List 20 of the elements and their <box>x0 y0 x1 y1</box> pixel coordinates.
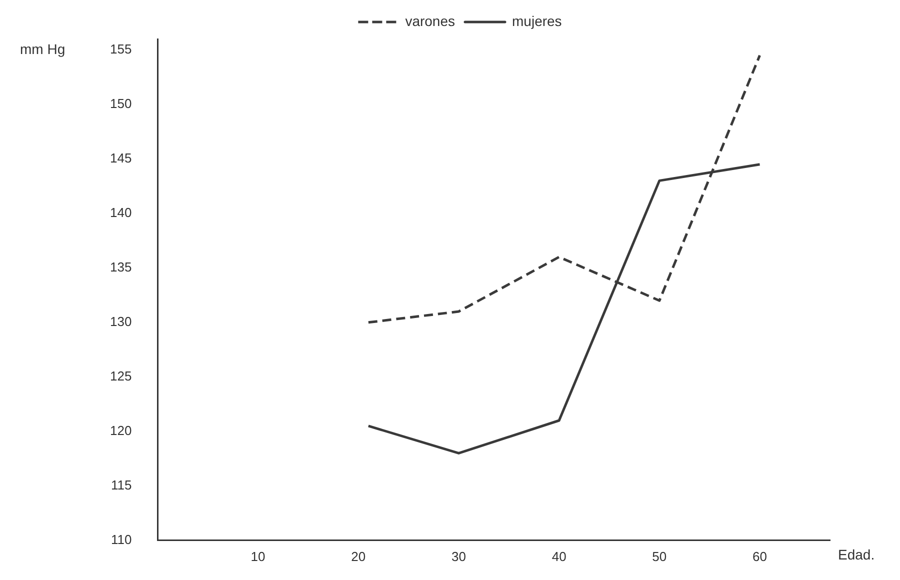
y-tick-label: 130 <box>110 314 132 329</box>
y-tick-label: 150 <box>110 96 132 111</box>
y-tick-label: 125 <box>110 368 132 384</box>
y-tick-label: 120 <box>110 422 132 438</box>
y-tick-label: 145 <box>110 150 132 166</box>
x-tick-label: 60 <box>752 548 767 564</box>
legend-label: mujeres <box>512 12 562 29</box>
x-tick-label: 10 <box>250 548 266 564</box>
y-tick-label: 135 <box>110 259 132 274</box>
x-axis-title: Edad. <box>838 546 875 562</box>
x-tick-label: 30 <box>451 548 466 564</box>
y-axis-title: mm Hg <box>20 40 66 57</box>
y-tick-label: 110 <box>110 532 132 547</box>
x-tick-label: 40 <box>552 548 566 564</box>
legend-label: varones <box>405 12 456 29</box>
y-tick-label: 155 <box>110 41 132 56</box>
x-tick-label: 20 <box>351 548 366 564</box>
y-tick-label: 140 <box>110 204 132 220</box>
y-tick-label: 115 <box>110 477 132 492</box>
x-tick-label: 50 <box>652 548 667 564</box>
